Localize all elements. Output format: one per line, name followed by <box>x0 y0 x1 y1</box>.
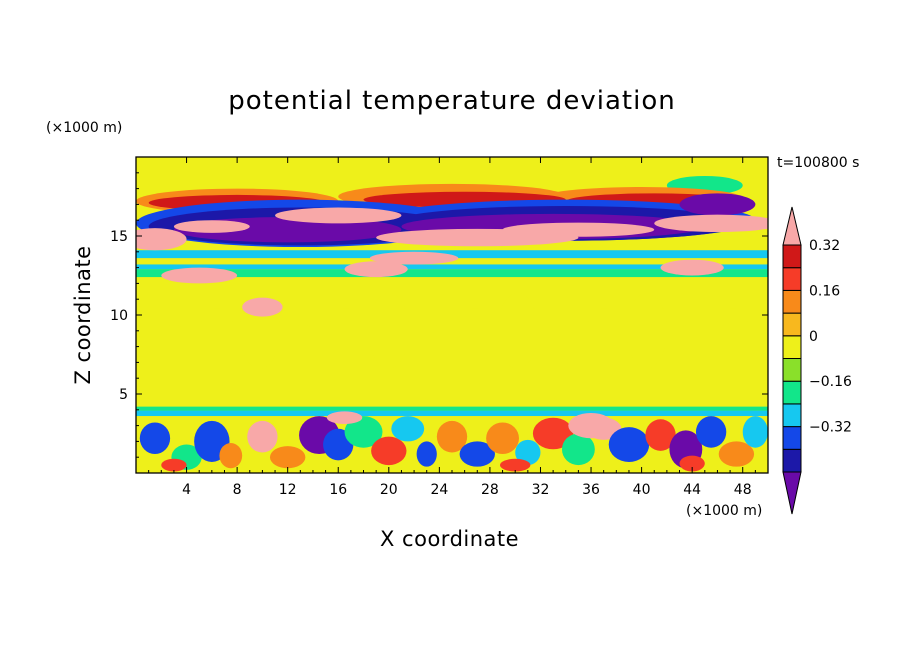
colorbar-box <box>782 380 802 405</box>
contour-blob <box>679 193 756 216</box>
x-tick-label: 32 <box>532 482 550 498</box>
contour-blob <box>242 297 283 317</box>
contour-eddy <box>532 417 574 450</box>
contour-eddy <box>416 441 437 467</box>
colorbar: −0.32 −0.16 0 0.16 0.32 <box>782 206 852 515</box>
colorbar-tick-label: −0.32 <box>809 420 852 436</box>
contour-blob <box>326 411 363 425</box>
contour-blob <box>583 308 624 385</box>
contour-eddy <box>269 446 306 469</box>
colorbar-tick-label: −0.16 <box>809 374 852 390</box>
contour-blob <box>369 251 459 265</box>
colorbar-box <box>782 426 802 450</box>
contour-blob <box>712 308 753 385</box>
colorbar-tick-label: 0.16 <box>809 283 840 299</box>
contour-blob <box>196 308 238 385</box>
contour-eddy <box>436 420 468 453</box>
contour-blob <box>454 308 495 385</box>
contour-blob <box>660 259 724 276</box>
contour-region <box>136 269 768 278</box>
contour-eddy <box>219 442 243 469</box>
contour-blob <box>275 207 402 224</box>
x-tick-label: 20 <box>380 482 398 498</box>
x-tick-label: 48 <box>734 482 752 498</box>
contour-eddy <box>679 455 705 472</box>
x-tick-label: 28 <box>481 482 499 498</box>
contour-eddy <box>459 441 495 467</box>
contour-blob <box>626 292 667 369</box>
y-tick-label: 10 <box>110 308 128 324</box>
contour-eddy <box>344 416 383 448</box>
chart-title: potential temperature deviation <box>228 86 676 116</box>
contour-eddy <box>371 436 407 466</box>
colorbar-box <box>782 267 802 291</box>
x-axis-label: X coordinate <box>380 527 520 551</box>
x-axis: 4 8 12 16 20 24 28 32 36 40 44 48 <box>148 157 756 498</box>
contour-blob <box>411 324 452 401</box>
y-tick-label: 15 <box>110 229 128 245</box>
contour-eddy <box>486 422 519 455</box>
contour-blob <box>282 324 324 401</box>
contour-blob <box>368 292 410 369</box>
contour-blob <box>153 324 195 401</box>
contour-blob <box>553 161 629 178</box>
contour-eddy <box>500 458 531 472</box>
contour-blob <box>502 222 655 237</box>
x-tick-label: 40 <box>633 482 651 498</box>
contour-eddy <box>391 416 425 442</box>
colorbar-top-triangle <box>782 206 802 246</box>
y-axis: 5 10 15 <box>110 172 768 458</box>
x-tick-label: 24 <box>430 482 448 498</box>
y-axis-unit: (×1000 m) <box>46 120 123 136</box>
contour-blob <box>249 422 276 445</box>
contour-eddy <box>695 416 727 448</box>
contour-eddy <box>561 433 595 466</box>
contour-band <box>136 406 768 411</box>
contour-blob <box>173 220 250 233</box>
time-label: t=100800 s <box>777 155 860 171</box>
x-tick-label: 16 <box>329 482 347 498</box>
contour-blob <box>136 228 187 251</box>
colorbar-box <box>782 312 802 337</box>
contour-blob <box>669 324 710 401</box>
contour-blob <box>211 163 313 183</box>
contour-region <box>136 308 768 322</box>
colorbar-box <box>782 358 802 382</box>
contour-eddy <box>515 439 541 466</box>
contour-region <box>136 250 768 259</box>
contour-blob <box>325 308 367 385</box>
y-tick-label: 5 <box>119 387 128 403</box>
contour-eddy <box>608 427 650 462</box>
colorbar-tick-label: 0.32 <box>809 238 840 254</box>
contour-eddy <box>139 422 171 455</box>
contour-region <box>136 280 768 290</box>
colorbar-box <box>782 448 802 473</box>
contour-blob <box>344 261 408 278</box>
contour-blob <box>654 214 768 233</box>
x-tick-label: 4 <box>182 482 191 498</box>
contour-region <box>136 264 768 270</box>
colorbar-box <box>782 289 802 314</box>
contour-eddy <box>645 419 676 451</box>
contour-blob <box>568 412 614 439</box>
x-tick-label: 36 <box>582 482 600 498</box>
contour-eddy <box>161 458 187 472</box>
contour-eddy <box>742 416 768 448</box>
colorbar-box <box>782 244 802 269</box>
contour-blob <box>497 292 538 369</box>
colorbar-tick-label: 0 <box>809 329 818 345</box>
x-tick-label: 8 <box>233 482 242 498</box>
colorbar-box <box>782 403 802 428</box>
colorbar-bottom-triangle <box>782 471 802 515</box>
x-axis-unit: (×1000 m) <box>686 503 763 519</box>
contour-blob <box>540 324 581 401</box>
colorbar-box <box>782 335 802 359</box>
x-tick-label: 12 <box>279 482 297 498</box>
contour-field <box>136 157 768 473</box>
x-tick-label: 44 <box>683 482 701 498</box>
contour-blob <box>161 267 238 284</box>
contour-band <box>136 410 768 417</box>
contour-eddy <box>718 441 755 467</box>
